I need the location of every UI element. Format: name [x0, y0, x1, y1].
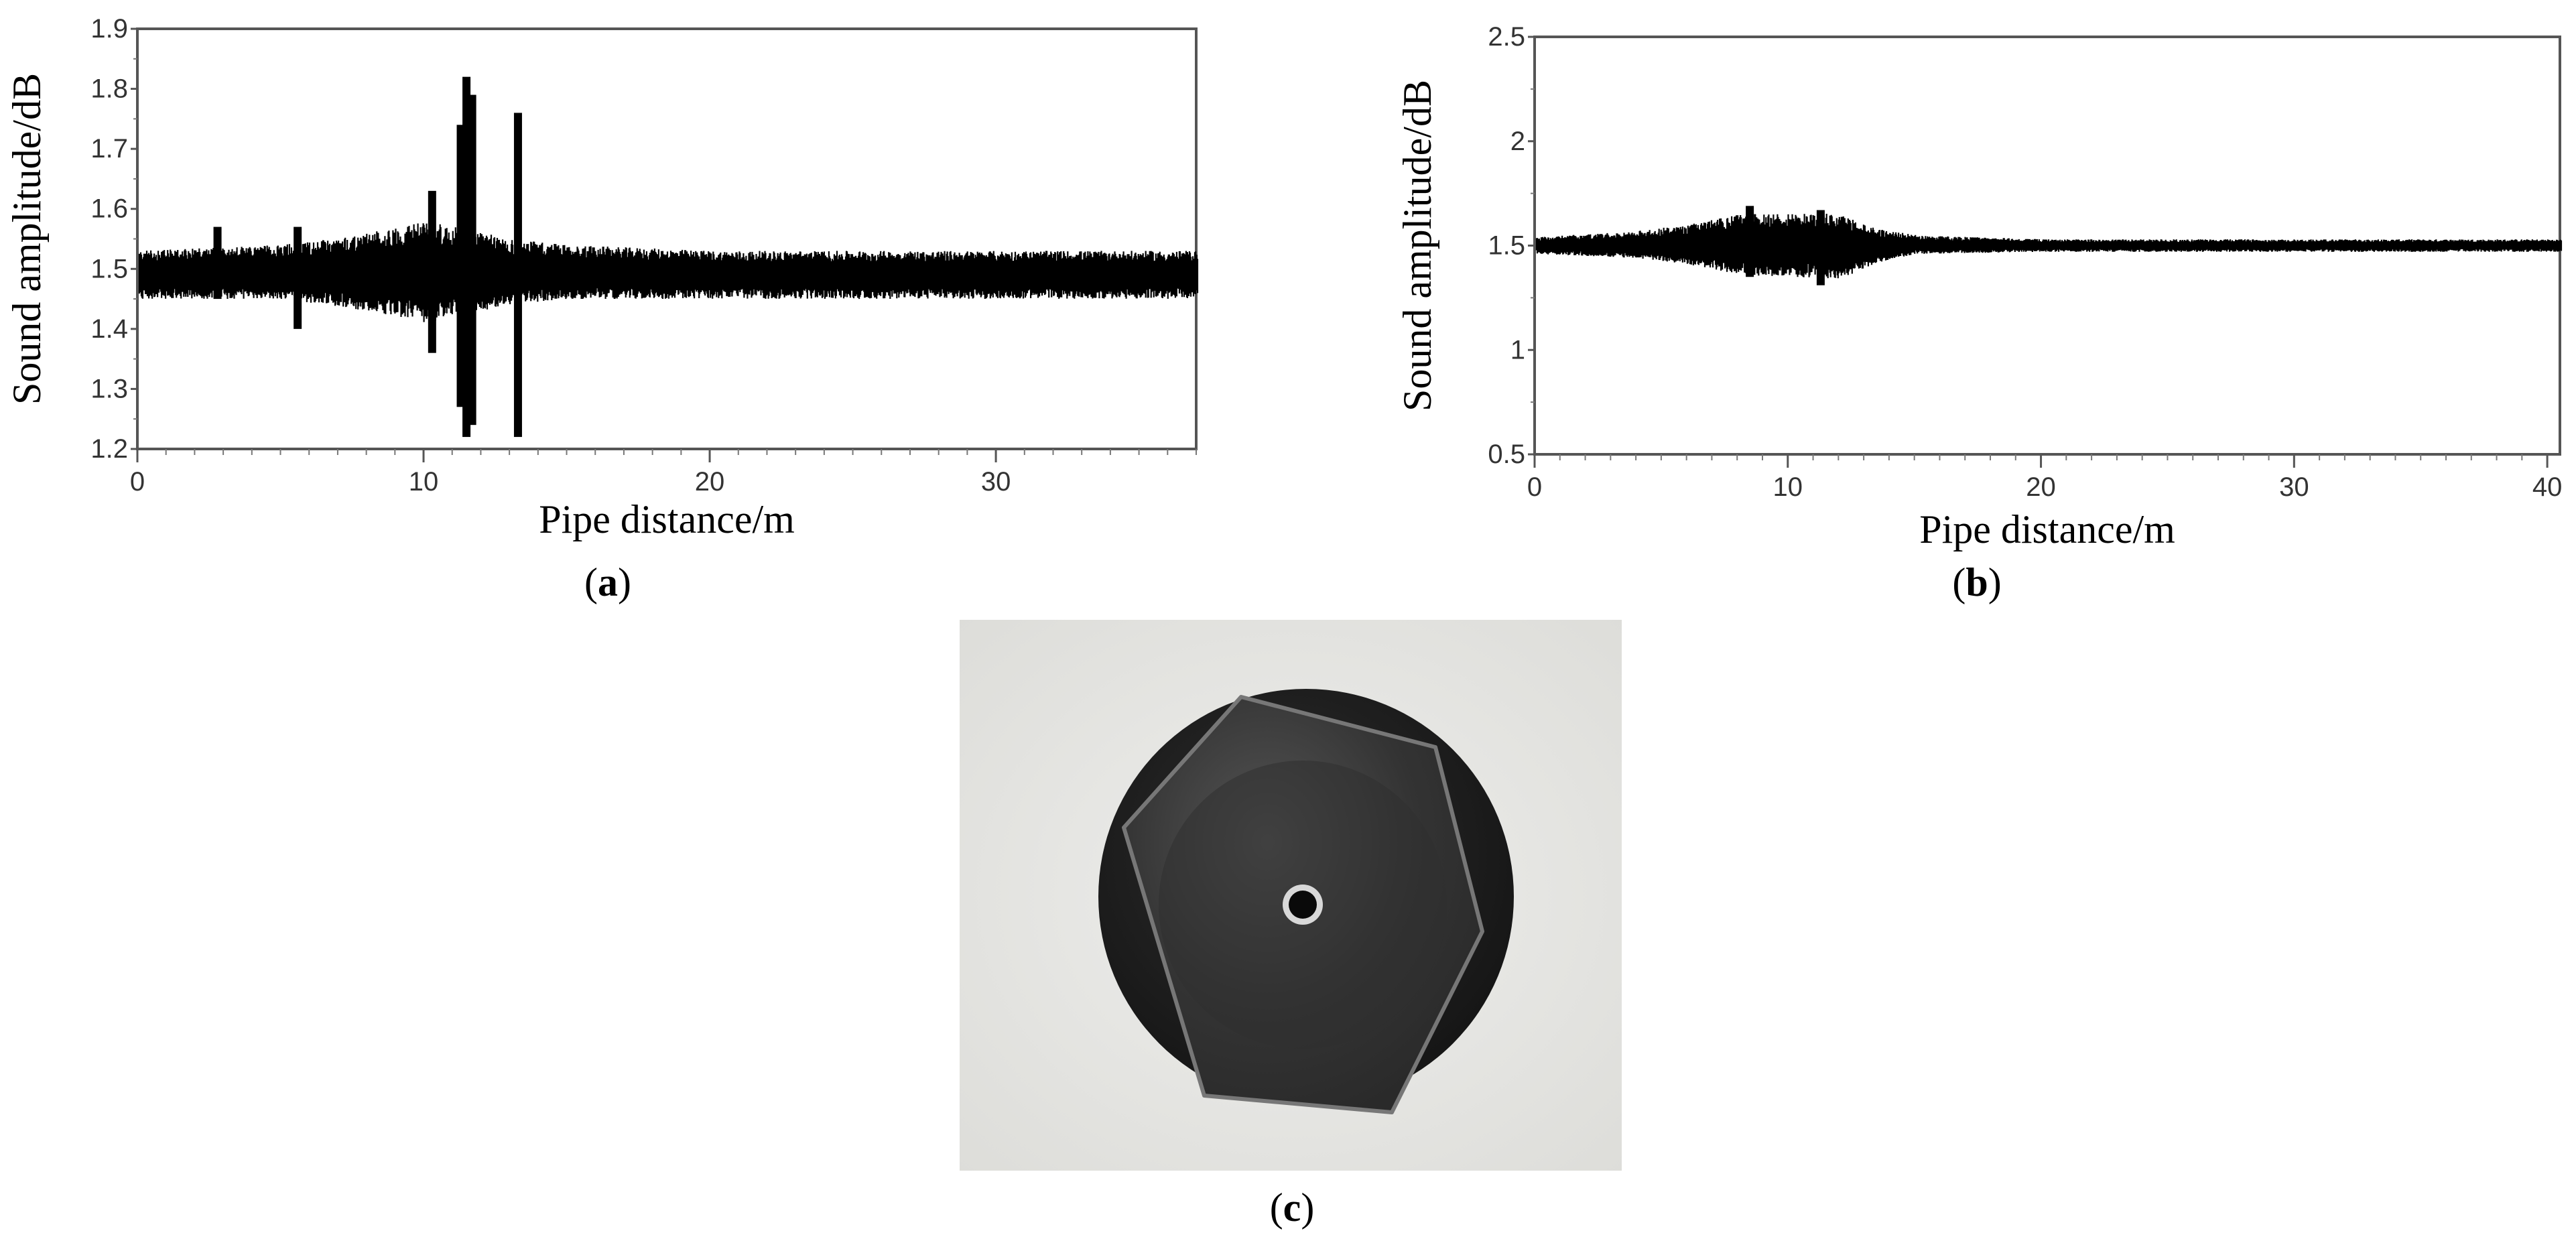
y-tick-label: 2.5 [1488, 22, 1525, 52]
signal-spike [468, 94, 476, 426]
y-tick-label: 1.4 [90, 314, 128, 344]
caption-a-label: a [598, 560, 618, 604]
caption-a-close: ) [618, 560, 631, 604]
caption-c-close: ) [1301, 1185, 1315, 1230]
signal-spike [513, 113, 522, 438]
y-tick-label: 1 [1510, 335, 1525, 365]
x-tick-label: 10 [409, 467, 439, 497]
signal-spike [1746, 206, 1754, 277]
y-tick-label: 1.5 [90, 254, 128, 283]
x-tick-label: 20 [2026, 472, 2056, 502]
y-tick-label: 2 [1510, 127, 1525, 156]
caption-b-label: b [1966, 560, 1988, 604]
signal-spike [294, 226, 302, 329]
x-tick-label: 0 [130, 467, 145, 497]
y-axis-label: Sound amplitude/dB [1395, 80, 1439, 411]
y-axis-label: Sound amplitude/dB [5, 73, 49, 405]
photo-c [960, 620, 1622, 1171]
caption-c-label: c [1283, 1185, 1301, 1230]
caption-b: (b) [1910, 560, 2044, 606]
y-tick-label: 1.9 [90, 14, 128, 44]
caption-a-open: ( [584, 560, 598, 604]
caption-a: (a) [541, 560, 675, 606]
caption-c: (c) [1225, 1185, 1359, 1231]
y-tick-label: 1.3 [90, 374, 128, 403]
signal-trace [1535, 214, 2563, 279]
x-axis-label: Pipe distance/m [1919, 507, 2175, 551]
x-tick-label: 0 [1527, 472, 1542, 502]
x-tick-label: 40 [2532, 472, 2563, 502]
y-tick-label: 0.5 [1488, 440, 1525, 469]
x-tick-label: 30 [981, 467, 1011, 497]
signal-spike [1816, 210, 1825, 285]
caption-c-open: ( [1269, 1185, 1283, 1230]
y-tick-label: 1.8 [90, 74, 128, 104]
y-tick-label: 1.7 [90, 134, 128, 164]
caption-b-close: ) [1988, 560, 2002, 604]
caption-b-open: ( [1952, 560, 1966, 604]
chart-a: 1.2 1.3 1.4 1.5 1.6 1.7 1.8 1.9 0 10 20 30 Pipe dist… [5, 14, 1199, 541]
y-tick-label: 1.5 [1488, 231, 1525, 261]
x-axis-label: Pipe distance/m [539, 497, 795, 541]
x-tick-label: 30 [2279, 472, 2309, 502]
x-tick-label: 20 [695, 467, 725, 497]
y-tick-label: 1.6 [90, 194, 128, 224]
signal-trace [138, 223, 1199, 322]
center-hole [1289, 891, 1317, 919]
signal-spike [213, 226, 222, 300]
sensor-photo [960, 620, 1622, 1171]
chart-b: 0.5 1 1.5 2 2.5 0 10 20 30 40 Pipe distance/m Sound… [1395, 22, 2562, 551]
y-tick-label: 1.2 [90, 434, 128, 464]
plot-frame [136, 27, 1198, 450]
x-tick-label: 10 [1773, 472, 1803, 502]
signal-spike [428, 190, 436, 353]
